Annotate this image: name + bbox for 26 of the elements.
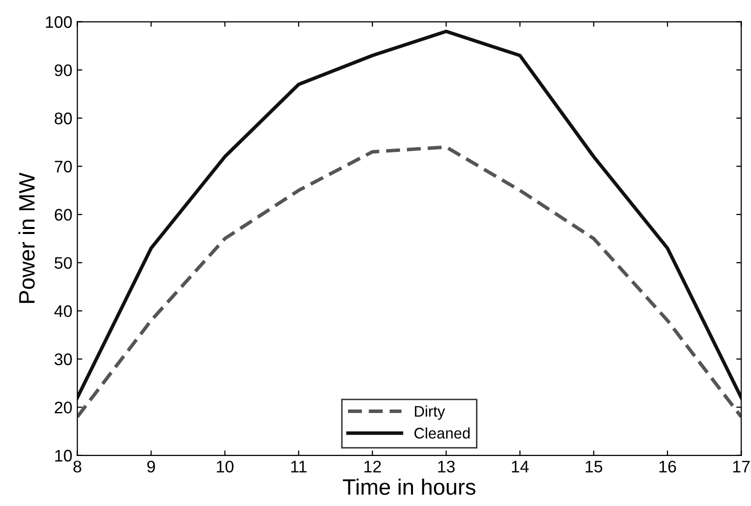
line-series xyxy=(77,30,742,400)
legend-label: Dirty xyxy=(414,406,446,420)
y-tick-label: 30 xyxy=(54,353,72,366)
x-tick-label: 14 xyxy=(512,460,529,472)
y-tick-label: 20 xyxy=(54,402,72,414)
x-tick-label: 13 xyxy=(438,460,455,473)
x-tick-label: 9 xyxy=(147,460,155,473)
line-series xyxy=(77,145,742,419)
y-tick-label: 80 xyxy=(54,112,72,124)
x-tick-label: 16 xyxy=(659,460,676,473)
x-tick-label: 12 xyxy=(364,460,381,472)
y-tick-label: 90 xyxy=(54,64,72,76)
legend-label: Cleaned xyxy=(414,427,470,439)
x-axis-title: Time in hours xyxy=(342,478,476,495)
y-axis-title: Power in MW xyxy=(18,172,35,303)
x-tick-label: 10 xyxy=(216,460,234,473)
x-tick-label: 17 xyxy=(733,460,750,472)
y-tick-label: 50 xyxy=(54,257,72,269)
y-tick-label: 100 xyxy=(46,16,72,28)
y-tick-label: 10 xyxy=(55,450,72,462)
x-tick-label: 8 xyxy=(73,460,82,473)
x-tick-label: 15 xyxy=(586,460,602,473)
y-tick-label: 70 xyxy=(54,160,72,173)
x-tick-label: 11 xyxy=(291,460,306,472)
y-tick-label: 40 xyxy=(54,305,72,318)
y-tick-label: 60 xyxy=(54,208,72,221)
